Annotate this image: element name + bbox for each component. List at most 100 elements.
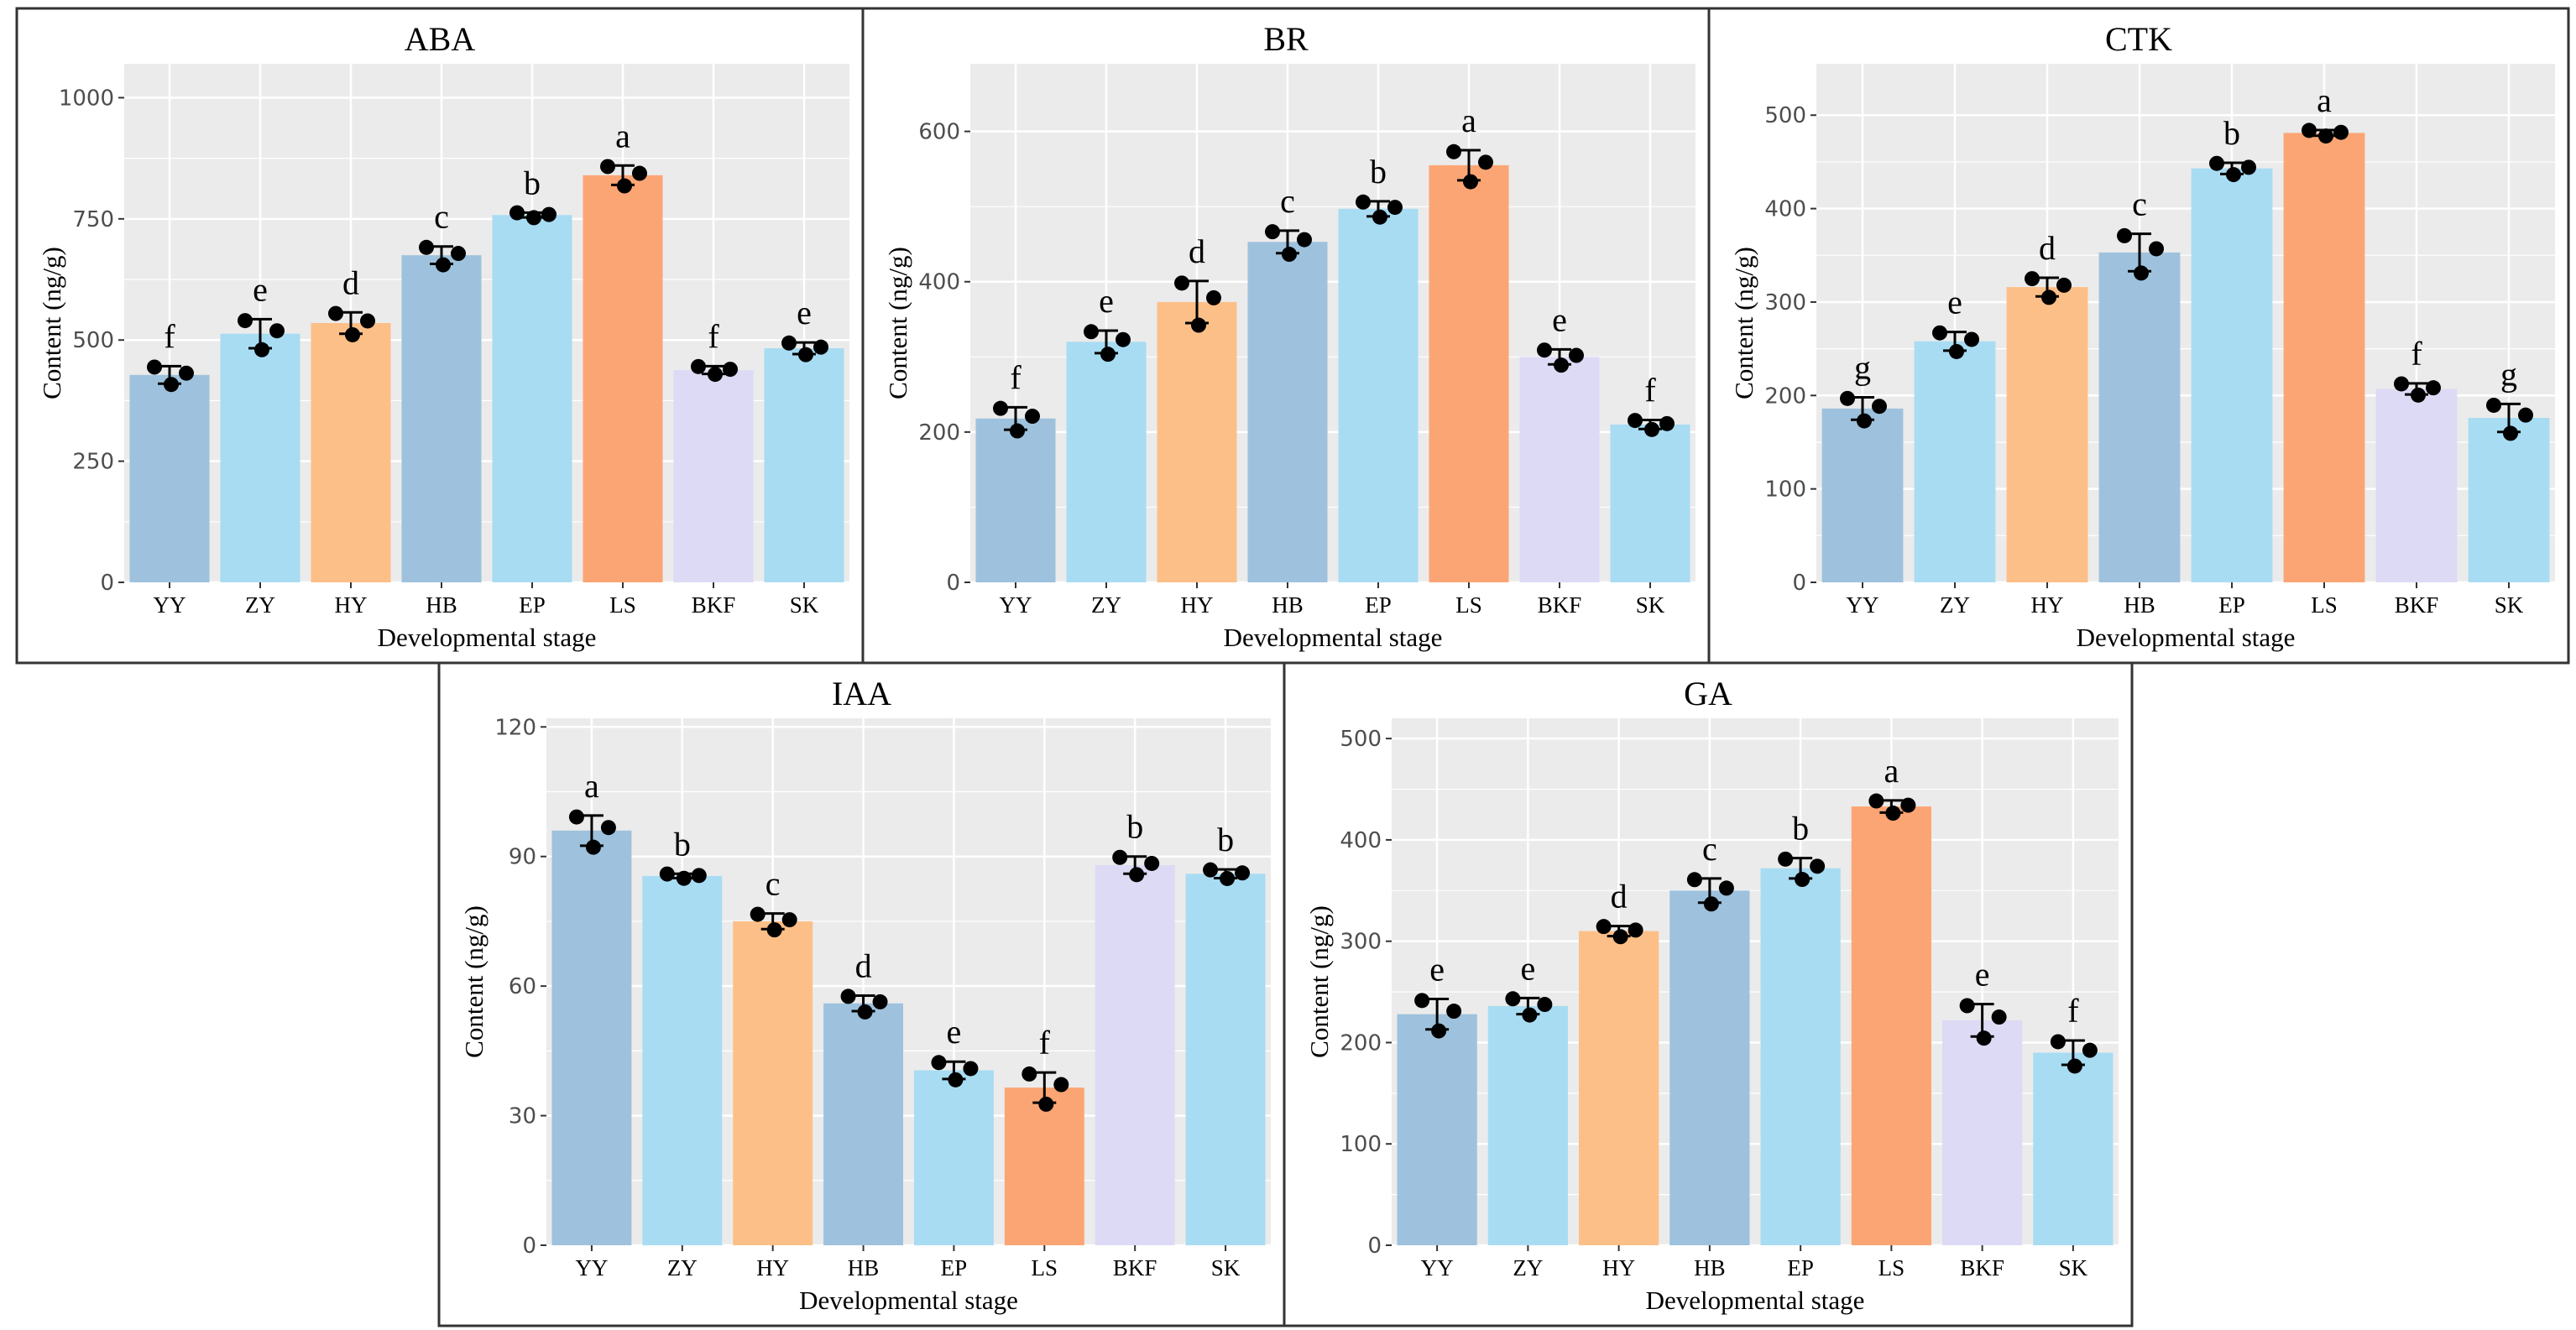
significance-letter: g — [1854, 349, 1871, 387]
replicate-point — [1868, 793, 1884, 809]
replicate-point — [2041, 289, 2056, 305]
replicate-point — [708, 367, 723, 383]
replicate-point — [1964, 331, 1979, 347]
panel-title: CTK — [2105, 20, 2172, 58]
significance-letter: b — [1792, 810, 1809, 848]
replicate-point — [632, 165, 647, 181]
significance-letter: a — [584, 767, 599, 805]
significance-letter: e — [1975, 956, 1990, 994]
significance-letter: b — [1217, 821, 1234, 858]
replicate-point — [1446, 143, 1461, 159]
replicate-point — [1810, 858, 1826, 874]
bar-hb — [2098, 252, 2181, 582]
bar-hy — [1157, 301, 1237, 582]
y-tick-label: 0 — [946, 571, 960, 596]
replicate-point — [1554, 357, 1569, 373]
replicate-point — [857, 1004, 873, 1020]
replicate-point — [2056, 277, 2072, 293]
replicate-point — [1265, 224, 1280, 240]
x-tick-label: EP — [519, 592, 546, 618]
y-tick-label: 300 — [1764, 290, 1806, 316]
significance-letter: a — [2317, 81, 2332, 119]
x-tick-label: YY — [154, 592, 186, 618]
replicate-point — [1144, 855, 1160, 871]
replicate-point — [509, 205, 525, 221]
y-tick-label: 200 — [918, 420, 960, 446]
replicate-point — [1463, 174, 1478, 190]
y-tick-label: 0 — [1792, 571, 1806, 596]
replicate-point — [2411, 387, 2426, 403]
y-tick-label: 300 — [1340, 930, 1382, 955]
x-tick-label: HY — [1181, 592, 1214, 618]
replicate-point — [1235, 865, 1251, 881]
replicate-point — [1191, 317, 1206, 333]
y-tick-label: 200 — [1340, 1030, 1382, 1056]
x-tick-label: BKF — [692, 592, 736, 618]
significance-letter: e — [797, 294, 812, 331]
replicate-point — [1644, 421, 1659, 437]
replicate-point — [1414, 993, 1430, 1009]
replicate-point — [2067, 1058, 2082, 1074]
replicate-point — [1900, 797, 1916, 813]
replicate-point — [164, 377, 179, 393]
bar-yy — [1397, 1014, 1477, 1245]
replicate-point — [2226, 167, 2241, 183]
x-tick-label: SK — [2495, 592, 2524, 618]
x-tick-label: ZY — [1940, 592, 1970, 618]
replicate-point — [1100, 347, 1116, 362]
replicate-point — [766, 922, 782, 938]
significance-letter: g — [2500, 355, 2517, 393]
significance-letter: b — [2223, 114, 2240, 152]
x-tick-label: BKF — [1113, 1255, 1157, 1280]
significance-letter: b — [1370, 153, 1387, 190]
significance-letter: e — [253, 270, 268, 308]
replicate-point — [541, 206, 556, 222]
replicate-point — [659, 866, 675, 882]
bar-ls — [583, 175, 663, 582]
panel-title: BR — [1263, 20, 1309, 58]
significance-letter: b — [524, 164, 541, 201]
x-tick-label: SK — [1211, 1255, 1241, 1280]
replicate-point — [750, 906, 765, 922]
x-tick-label: HB — [848, 1255, 880, 1280]
replicate-point — [1840, 390, 1855, 406]
replicate-point — [2209, 155, 2224, 171]
bar-ls — [1429, 164, 1509, 583]
bar-ep — [492, 215, 572, 582]
bar-yy — [975, 418, 1056, 582]
x-tick-label: HB — [2124, 592, 2155, 618]
x-tick-label: ZY — [1513, 1255, 1543, 1280]
x-tick-label: EP — [1365, 592, 1392, 618]
bar-ls — [2283, 133, 2365, 582]
replicate-point — [1959, 998, 1975, 1014]
significance-letter: b — [1126, 808, 1143, 846]
bar-bkf — [1941, 1020, 2023, 1245]
significance-letter: c — [1280, 182, 1295, 220]
replicate-point — [436, 257, 451, 273]
replicate-point — [1505, 991, 1521, 1007]
replicate-point — [1084, 324, 1099, 340]
replicate-point — [254, 342, 269, 357]
y-tick-label: 750 — [72, 207, 114, 232]
replicate-point — [1522, 1007, 1538, 1023]
replicate-point — [1010, 423, 1025, 439]
replicate-point — [993, 400, 1008, 416]
replicate-point — [1203, 862, 1219, 878]
bar-yy — [129, 374, 210, 582]
significance-letter: f — [2411, 335, 2422, 373]
bar-ep — [1338, 208, 1419, 582]
y-tick-label: 30 — [509, 1104, 536, 1129]
x-tick-label: SK — [790, 592, 819, 618]
replicate-point — [1053, 1077, 1069, 1093]
x-tick-label: HY — [1602, 1255, 1635, 1280]
bar-sk — [764, 348, 844, 582]
significance-letter: f — [1644, 372, 1656, 409]
y-tick-label: 0 — [1367, 1234, 1382, 1259]
replicate-point — [1431, 1023, 1447, 1039]
replicate-point — [2050, 1034, 2066, 1050]
replicate-point — [526, 210, 541, 226]
replicate-point — [600, 159, 615, 175]
x-axis-title: Developmental stage — [378, 623, 597, 652]
replicate-point — [328, 305, 343, 321]
x-axis-title: Developmental stage — [799, 1286, 1018, 1315]
